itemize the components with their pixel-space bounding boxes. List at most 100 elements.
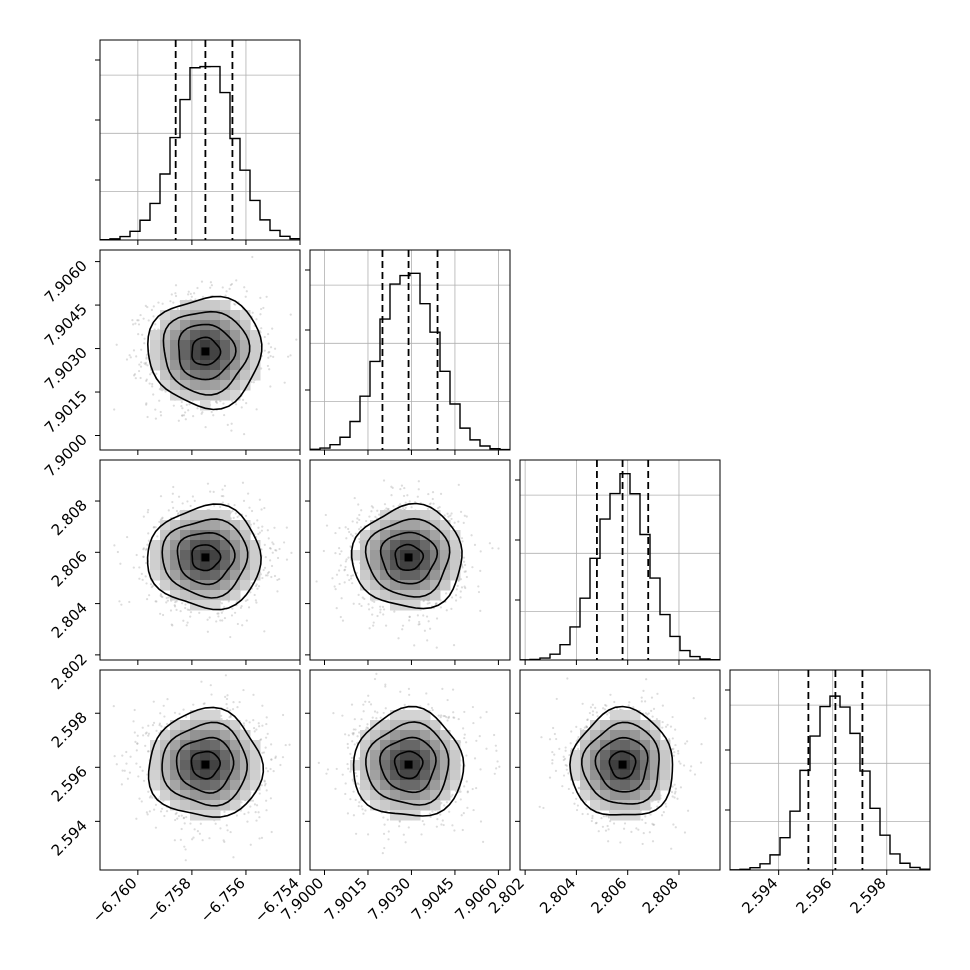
scatter-point xyxy=(401,507,405,510)
scatter-point xyxy=(144,304,147,307)
density-cell xyxy=(200,580,211,591)
scatter-point xyxy=(184,603,187,606)
density-cell xyxy=(170,580,181,591)
scatter-point xyxy=(219,400,222,403)
scatter-point xyxy=(462,556,466,559)
scatter-point xyxy=(372,621,375,624)
scatter-point xyxy=(200,680,203,683)
density-cell xyxy=(420,580,431,591)
scatter-point xyxy=(289,313,292,316)
density-cell xyxy=(370,590,381,601)
y-tick-label: 7.9060 xyxy=(41,257,91,307)
scatter-point xyxy=(186,608,189,611)
scatter-point xyxy=(351,534,354,537)
density-cell xyxy=(430,530,441,541)
scatter-point xyxy=(142,555,145,558)
y-tick-label: 7.9000 xyxy=(41,431,91,481)
scatter-point xyxy=(145,402,148,405)
scatter-point xyxy=(257,532,260,536)
density-cell xyxy=(200,340,211,351)
density-cell xyxy=(160,370,171,381)
scatter-point xyxy=(161,302,164,305)
density-cell xyxy=(160,530,171,541)
density-cell xyxy=(230,590,241,601)
density-cell xyxy=(430,550,441,561)
scatter-point xyxy=(236,515,239,519)
scatter-point xyxy=(167,596,170,599)
scatter-point xyxy=(252,522,256,525)
scatter-point xyxy=(358,537,361,541)
scatter-point xyxy=(245,290,248,293)
density-cell xyxy=(190,550,201,561)
scatter-point xyxy=(234,303,237,306)
scatter-point xyxy=(349,545,352,548)
scatter-point xyxy=(145,357,148,360)
scatter-point xyxy=(152,525,156,529)
scatter-point xyxy=(263,543,266,546)
scatter-point xyxy=(378,513,381,516)
scatter-point xyxy=(125,358,129,361)
density-cell xyxy=(250,570,261,581)
scatter-point xyxy=(174,812,177,816)
scatter-point xyxy=(431,490,435,494)
scatter-point xyxy=(358,518,361,522)
density-cell xyxy=(420,570,431,581)
scatter-point xyxy=(138,577,141,580)
scatter-point xyxy=(146,511,149,514)
scatter-point xyxy=(132,349,136,352)
scatter-point xyxy=(436,507,440,510)
scatter-point xyxy=(226,423,229,426)
scatter-point xyxy=(406,494,409,497)
scatter-point xyxy=(137,775,140,778)
density-cell xyxy=(420,530,431,541)
scatter-point xyxy=(381,605,385,608)
scatter-point xyxy=(137,333,140,336)
density-cell xyxy=(190,390,201,401)
density-cell xyxy=(410,540,421,551)
scatter-point xyxy=(266,364,270,368)
y-tick-label: 7.9030 xyxy=(41,344,91,394)
scatter-point xyxy=(266,572,270,575)
scatter-point xyxy=(149,583,153,586)
scatter-point xyxy=(344,526,347,529)
scatter-point xyxy=(264,736,268,739)
scatter-point xyxy=(274,548,277,552)
scatter-point xyxy=(368,627,371,630)
density-cell xyxy=(190,520,201,531)
scatter-point xyxy=(249,591,252,594)
scatter-point xyxy=(146,415,149,419)
scatter-point xyxy=(171,492,174,495)
scatter-point xyxy=(221,501,224,504)
density-cell xyxy=(150,550,161,561)
scatter-point xyxy=(344,565,347,569)
scatter-point xyxy=(215,620,218,623)
density-cell xyxy=(210,570,221,581)
scatter-point xyxy=(201,295,205,298)
scatter-point xyxy=(151,584,154,588)
scatter-point xyxy=(392,505,395,508)
density-cell xyxy=(230,360,241,371)
scatter-point xyxy=(270,758,273,761)
scatter-point xyxy=(428,601,431,605)
density-cell xyxy=(440,560,451,571)
scatter-point xyxy=(261,525,264,528)
scatter-point xyxy=(463,560,466,563)
scatter-point xyxy=(241,481,245,484)
scatter-point xyxy=(90,337,92,339)
scatter-point xyxy=(401,628,404,631)
scatter-point xyxy=(241,398,245,401)
scatter-point xyxy=(144,548,147,551)
density-cell xyxy=(240,530,251,541)
scatter-point xyxy=(212,414,215,417)
density-cell xyxy=(160,360,171,371)
scatter-point xyxy=(200,280,204,283)
scatter-point xyxy=(189,292,192,295)
scatter-point xyxy=(269,354,272,358)
scatter-point xyxy=(246,598,249,602)
scatter-point xyxy=(146,364,149,367)
y-tick-label: 2.804 xyxy=(48,599,91,642)
scatter-point xyxy=(376,614,379,618)
scatter-point xyxy=(460,586,464,589)
scatter-point xyxy=(217,612,220,615)
